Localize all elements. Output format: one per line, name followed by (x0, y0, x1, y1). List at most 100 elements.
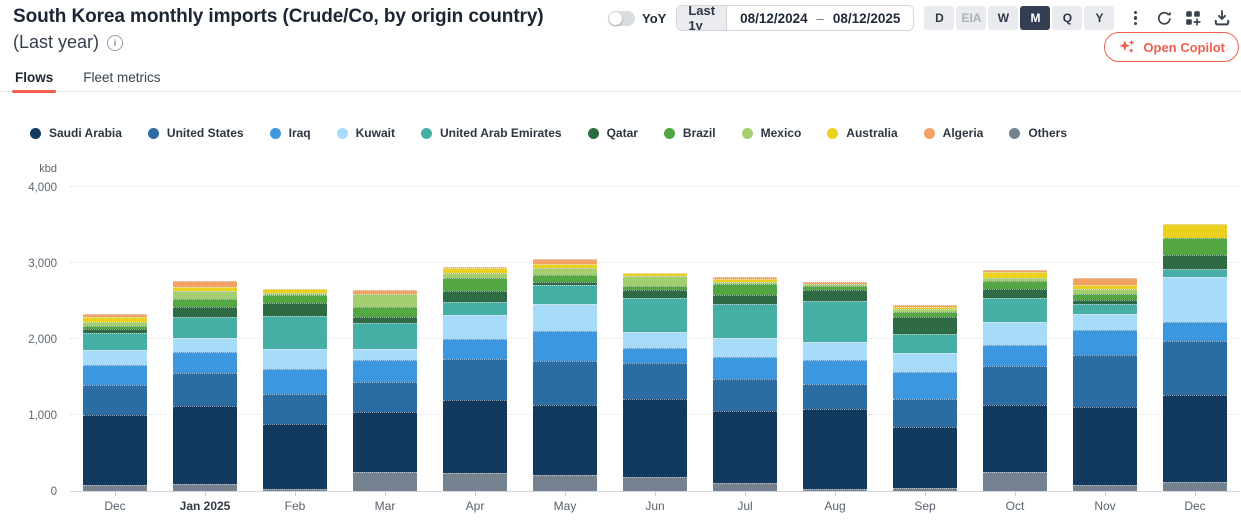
bar-segment-mexico[interactable] (893, 309, 957, 312)
bar-segment-mexico[interactable] (443, 273, 507, 279)
bar-segment-saudi-arabia[interactable] (353, 411, 417, 473)
bar-segment-others[interactable] (713, 483, 777, 491)
bar-segment-kuwait[interactable] (173, 337, 237, 352)
bar-segment-others[interactable] (353, 472, 417, 491)
bar-segment-kuwait[interactable] (263, 349, 327, 370)
bar-segment-iraq[interactable] (1163, 321, 1227, 341)
bar-segment-others[interactable] (173, 484, 237, 491)
open-copilot-button[interactable]: Open Copilot (1104, 32, 1239, 62)
granularity-y-button[interactable]: Y (1084, 6, 1115, 30)
refresh-icon[interactable] (1155, 9, 1173, 27)
stacked-bar-oct[interactable] (983, 270, 1047, 491)
bar-segment-others[interactable] (263, 489, 327, 491)
bar-segment-australia[interactable] (533, 264, 597, 268)
bar-segment-kuwait[interactable] (353, 349, 417, 360)
granularity-eia-button[interactable]: EIA (956, 6, 987, 30)
tab-fleet-metrics[interactable]: Fleet metrics (83, 70, 161, 85)
bar-segment-mexico[interactable] (713, 282, 777, 284)
stacked-bar-nov[interactable] (1073, 278, 1137, 491)
legend-item-others[interactable]: Others (1009, 126, 1067, 140)
bar-segment-kuwait[interactable] (1073, 313, 1137, 331)
legend-item-saudi-arabia[interactable]: Saudi Arabia (30, 126, 122, 140)
bar-segment-algeria[interactable] (893, 304, 957, 308)
bar-segment-iraq[interactable] (803, 359, 867, 384)
bar-segment-united-arab-emirates[interactable] (353, 322, 417, 350)
bar-segment-united-states[interactable] (893, 399, 957, 427)
download-icon[interactable] (1213, 9, 1231, 27)
legend-item-qatar[interactable]: Qatar (587, 126, 638, 140)
bar-segment-brazil[interactable] (713, 283, 777, 296)
bar-segment-kuwait[interactable] (83, 350, 147, 365)
bar-segment-united-states[interactable] (533, 361, 597, 406)
stacked-bar-sep[interactable] (893, 304, 957, 491)
legend-item-kuwait[interactable]: Kuwait (336, 126, 395, 140)
legend-item-australia[interactable]: Australia (827, 126, 898, 140)
bar-segment-iraq[interactable] (1073, 330, 1137, 356)
bar-segment-brazil[interactable] (1163, 237, 1227, 255)
bar-segment-united-states[interactable] (803, 383, 867, 409)
stacked-bar-jun[interactable] (623, 272, 687, 491)
bar-segment-kuwait[interactable] (533, 304, 597, 331)
bar-segment-others[interactable] (533, 475, 597, 491)
bar-segment-united-arab-emirates[interactable] (533, 285, 597, 305)
bar-segment-algeria[interactable] (1073, 278, 1137, 285)
granularity-d-button[interactable]: D (924, 6, 955, 30)
stacked-bar-jul[interactable] (713, 277, 777, 491)
bar-segment-kuwait[interactable] (983, 321, 1047, 346)
bar-segment-others[interactable] (443, 472, 507, 491)
bar-segment-kuwait[interactable] (803, 342, 867, 360)
bar-segment-brazil[interactable] (173, 298, 237, 308)
bar-segment-united-states[interactable] (173, 372, 237, 406)
bar-segment-saudi-arabia[interactable] (893, 426, 957, 488)
bar-segment-kuwait[interactable] (1163, 276, 1227, 322)
bar-segment-qatar[interactable] (803, 289, 867, 302)
bar-segment-saudi-arabia[interactable] (983, 404, 1047, 472)
end-date-input[interactable]: 08/12/2025 (832, 10, 901, 26)
bar-segment-others[interactable] (623, 477, 687, 491)
start-date-input[interactable]: 08/12/2024 (740, 10, 808, 26)
bar-segment-saudi-arabia[interactable] (1073, 407, 1137, 485)
bar-segment-mexico[interactable] (173, 291, 237, 299)
bar-segment-united-arab-emirates[interactable] (713, 304, 777, 338)
bar-segment-saudi-arabia[interactable] (263, 424, 327, 490)
bar-segment-others[interactable] (983, 472, 1047, 491)
bar-segment-united-states[interactable] (263, 394, 327, 425)
bar-segment-saudi-arabia[interactable] (623, 399, 687, 478)
legend-item-brazil[interactable]: Brazil (663, 126, 716, 140)
bar-segment-others[interactable] (1163, 481, 1227, 491)
bar-segment-united-states[interactable] (1163, 340, 1227, 395)
bar-segment-mexico[interactable] (1073, 288, 1137, 295)
bar-segment-algeria[interactable] (443, 266, 507, 269)
bar-segment-australia[interactable] (893, 307, 957, 310)
bar-segment-saudi-arabia[interactable] (173, 405, 237, 485)
bar-segment-united-states[interactable] (983, 366, 1047, 405)
bar-segment-united-arab-emirates[interactable] (173, 317, 237, 338)
bar-segment-algeria[interactable] (533, 258, 597, 265)
bar-segment-brazil[interactable] (533, 275, 597, 283)
bar-segment-brazil[interactable] (1073, 294, 1137, 301)
bar-segment-united-states[interactable] (443, 358, 507, 400)
bar-segment-brazil[interactable] (83, 326, 147, 330)
bar-segment-mexico[interactable] (263, 292, 327, 295)
bar-segment-iraq[interactable] (533, 330, 597, 362)
bar-segment-mexico[interactable] (533, 267, 597, 276)
bar-segment-mexico[interactable] (83, 322, 147, 327)
bar-segment-iraq[interactable] (353, 359, 417, 382)
tab-flows[interactable]: Flows (11, 68, 57, 93)
bar-segment-brazil[interactable] (623, 286, 687, 291)
bar-segment-qatar[interactable] (1073, 300, 1137, 304)
bar-segment-united-arab-emirates[interactable] (263, 315, 327, 350)
bar-segment-united-arab-emirates[interactable] (1073, 303, 1137, 314)
stacked-bar-jan-2025[interactable] (173, 280, 237, 491)
bar-segment-australia[interactable] (173, 287, 237, 292)
bar-segment-saudi-arabia[interactable] (83, 414, 147, 485)
bar-segment-united-states[interactable] (83, 384, 147, 415)
bar-segment-brazil[interactable] (353, 306, 417, 317)
bar-segment-qatar[interactable] (1163, 254, 1227, 269)
bar-segment-mexico[interactable] (353, 293, 417, 307)
bar-segment-saudi-arabia[interactable] (1163, 394, 1227, 482)
bar-segment-qatar[interactable] (713, 295, 777, 305)
bar-segment-others[interactable] (1073, 484, 1137, 491)
bar-segment-australia[interactable] (1073, 284, 1137, 289)
bar-segment-saudi-arabia[interactable] (803, 408, 867, 490)
